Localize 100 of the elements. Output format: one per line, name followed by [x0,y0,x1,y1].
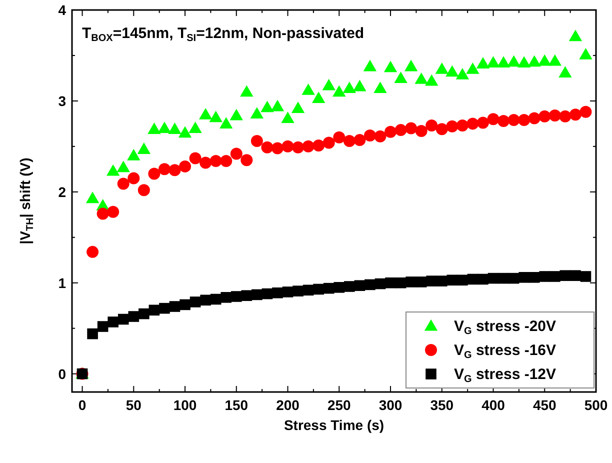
point [414,72,428,84]
point [496,56,510,68]
point [220,117,233,128]
point [498,114,510,127]
point [106,164,120,176]
point [322,136,335,149]
point [271,142,284,154]
point [538,110,551,122]
y-tick-label: 4 [58,2,66,18]
point [446,65,459,77]
point [188,122,202,134]
point [97,321,108,332]
point [569,108,582,121]
point [158,163,170,176]
point [240,85,254,97]
point [117,178,130,190]
x-tick-label: 400 [482,397,506,413]
x-tick-label: 450 [532,397,557,413]
point [270,100,284,112]
point [528,55,541,67]
point [333,131,346,144]
point [281,112,294,124]
point [260,100,274,112]
point [178,126,192,138]
point [292,141,304,154]
x-tick-label: 200 [276,397,300,413]
point [476,57,490,68]
point [517,56,531,68]
point [384,60,398,72]
x-tick-label: 300 [378,397,402,413]
point [528,112,540,124]
point [108,316,118,328]
point [116,160,130,172]
point [302,140,314,152]
point [168,164,181,176]
y-tick-label: 0 [58,366,66,382]
point [456,68,470,80]
point [209,110,222,122]
point [230,108,243,120]
x-tick-label: 350 [430,397,454,413]
point [261,141,274,154]
point [250,134,263,147]
point [107,206,120,218]
point [456,120,468,132]
point [168,122,182,134]
y-tick-label: 2 [58,184,66,200]
point [332,85,346,97]
point [312,140,325,152]
point [96,208,109,220]
point [86,192,100,204]
point [179,160,192,172]
point [291,102,305,114]
legend-label: V$_{G}$ stress -12V [454,366,556,385]
point [148,168,160,180]
point [148,122,161,134]
x-axis-title: Stress Time (s) [284,417,384,433]
point [158,122,172,134]
point [312,92,326,104]
point [137,142,151,154]
point [354,134,366,146]
point [487,113,500,126]
point [322,78,336,90]
x-tick-label: 150 [224,397,248,413]
point [466,62,480,74]
point [436,123,448,136]
point [394,72,408,84]
point [189,152,202,164]
point [128,172,140,184]
x-tick-label: 250 [327,397,352,413]
annotation: T$_{BOX}$=145nm, T$_{SI}$=12nm, Non-passivated [82,25,364,44]
point [210,154,222,167]
point [446,120,458,132]
point [559,110,572,122]
point [200,156,212,169]
point [579,48,592,60]
point [87,328,98,340]
y-tick-label: 3 [58,92,66,109]
point [240,154,253,166]
point [353,80,366,92]
x-tick-label: 50 [126,397,142,413]
point [548,54,562,66]
point [282,140,294,152]
point [384,126,397,138]
point [342,82,356,94]
legend-label: V$_{G}$ stress -16V [454,342,556,361]
point [548,110,561,122]
point [394,124,407,136]
point [568,30,582,42]
point [538,54,552,66]
point [405,122,418,134]
point [558,66,572,78]
point [364,130,376,142]
point [426,120,438,132]
point [415,124,428,137]
point [127,148,140,160]
point [508,114,520,126]
point [250,107,264,118]
point [302,83,315,95]
point [435,62,448,74]
point [404,60,418,72]
